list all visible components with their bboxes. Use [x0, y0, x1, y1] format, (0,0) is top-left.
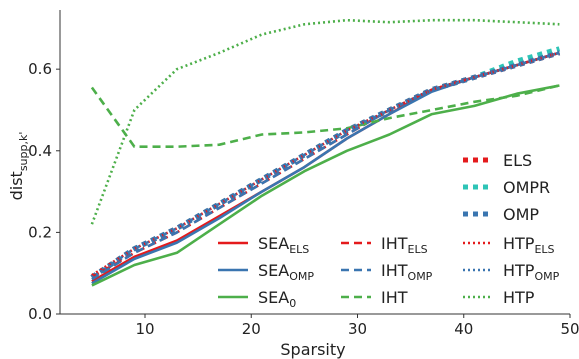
series-line-htp — [90, 18, 560, 225]
legend-entry-htp-omp: HTPOMP — [463, 261, 560, 283]
series-line-iht — [90, 84, 560, 148]
x-tick-label: 50 — [560, 320, 579, 338]
series-line-sea-0 — [91, 84, 560, 287]
legend-label: HTPOMP — [503, 261, 560, 283]
y-axis-label-main: dist — [7, 171, 26, 200]
legend-label: IHTELS — [381, 234, 428, 256]
x-tick-label: 40 — [454, 320, 473, 338]
legend-entry-omp: OMP — [463, 205, 539, 224]
series-line-iht-els — [91, 51, 560, 279]
legend-entry-ompr: OMPR — [463, 178, 550, 197]
legend-label: ELS — [503, 151, 532, 170]
legend-entry-sea-omp: SEAOMP — [218, 261, 314, 283]
axes: 10 20 30 40 50 0.0 0.2 0.4 0.6 — [28, 10, 579, 338]
series-line-sea-omp — [91, 51, 560, 285]
y-tick-label: 0.6 — [28, 60, 52, 78]
legend-label: OMP — [503, 205, 539, 224]
y-axis-label-sub: supp,k' — [17, 132, 30, 172]
legend-entry-iht-els: IHTELS — [341, 234, 428, 256]
series-line-htp-omp — [91, 51, 560, 279]
legend-label: SEAOMP — [258, 261, 314, 283]
y-tick-label: 0.4 — [28, 142, 52, 160]
legend-label: HTP — [503, 288, 535, 307]
x-axis-label: Sparsity — [280, 340, 345, 359]
legend-label: IHT — [381, 288, 408, 307]
legend-entry-iht-omp: IHTOMP — [341, 261, 433, 283]
legend-label: IHTOMP — [381, 261, 433, 283]
legend-label: OMPR — [503, 178, 550, 197]
y-tick-label: 0.2 — [28, 223, 52, 241]
legend-entry-htp-els: HTPELS — [463, 234, 555, 256]
legend-entry-sea-els: SEAELS — [218, 234, 309, 256]
series-lines — [90, 18, 561, 287]
legend-label: HTPELS — [503, 234, 555, 256]
legend-label: SEA0 — [258, 288, 296, 310]
legend-entry-iht: IHT — [341, 288, 408, 307]
x-tick-label: 30 — [348, 320, 367, 338]
legend-entry-sea-0: SEA0 — [218, 288, 296, 310]
y-tick-label: 0.0 — [28, 305, 52, 323]
x-tick-label: 20 — [242, 320, 261, 338]
y-axis-label: distsupp,k' — [7, 132, 30, 201]
x-tick-label: 10 — [135, 320, 154, 338]
legend-label: SEAELS — [258, 234, 309, 256]
legend-entry-els: ELS — [463, 151, 532, 170]
legend: ELS OMPR OMP SEAELS SEAOMP SEA0 IHTELS IHTOMP IH… — [218, 151, 560, 310]
legend-entry-htp: HTP — [463, 288, 535, 307]
